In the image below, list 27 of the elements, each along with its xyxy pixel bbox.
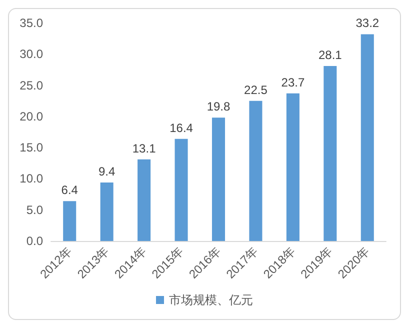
y-tick-label: 10.0 [20,172,44,186]
y-tick-label: 35.0 [20,16,44,30]
data-label: 16.4 [170,120,194,135]
y-tick-label: 20.0 [20,109,44,124]
bar [249,100,262,241]
y-tick-label: 30.0 [20,47,44,62]
legend-label: 市场规模、亿元 [169,293,253,307]
bar [100,182,114,241]
data-label: 23.7 [281,75,305,90]
data-label: 13.1 [132,141,156,156]
data-label: 33.2 [356,16,380,30]
bar [324,66,337,241]
data-label: 22.5 [244,82,268,97]
data-label: 6.4 [61,183,78,198]
y-tick-label: 15.0 [20,140,44,155]
bar [174,138,188,241]
bar [286,93,300,241]
bar [138,159,151,241]
bar [212,118,226,241]
y-tick-label: 5.0 [26,202,44,217]
y-tick-label: 0.0 [26,234,44,248]
data-label: 28.1 [318,48,342,62]
data-label: 9.4 [98,164,116,178]
data-label: 19.8 [206,100,230,114]
bar [360,34,374,241]
bar [63,201,76,241]
y-tick-label: 25.0 [20,78,44,92]
